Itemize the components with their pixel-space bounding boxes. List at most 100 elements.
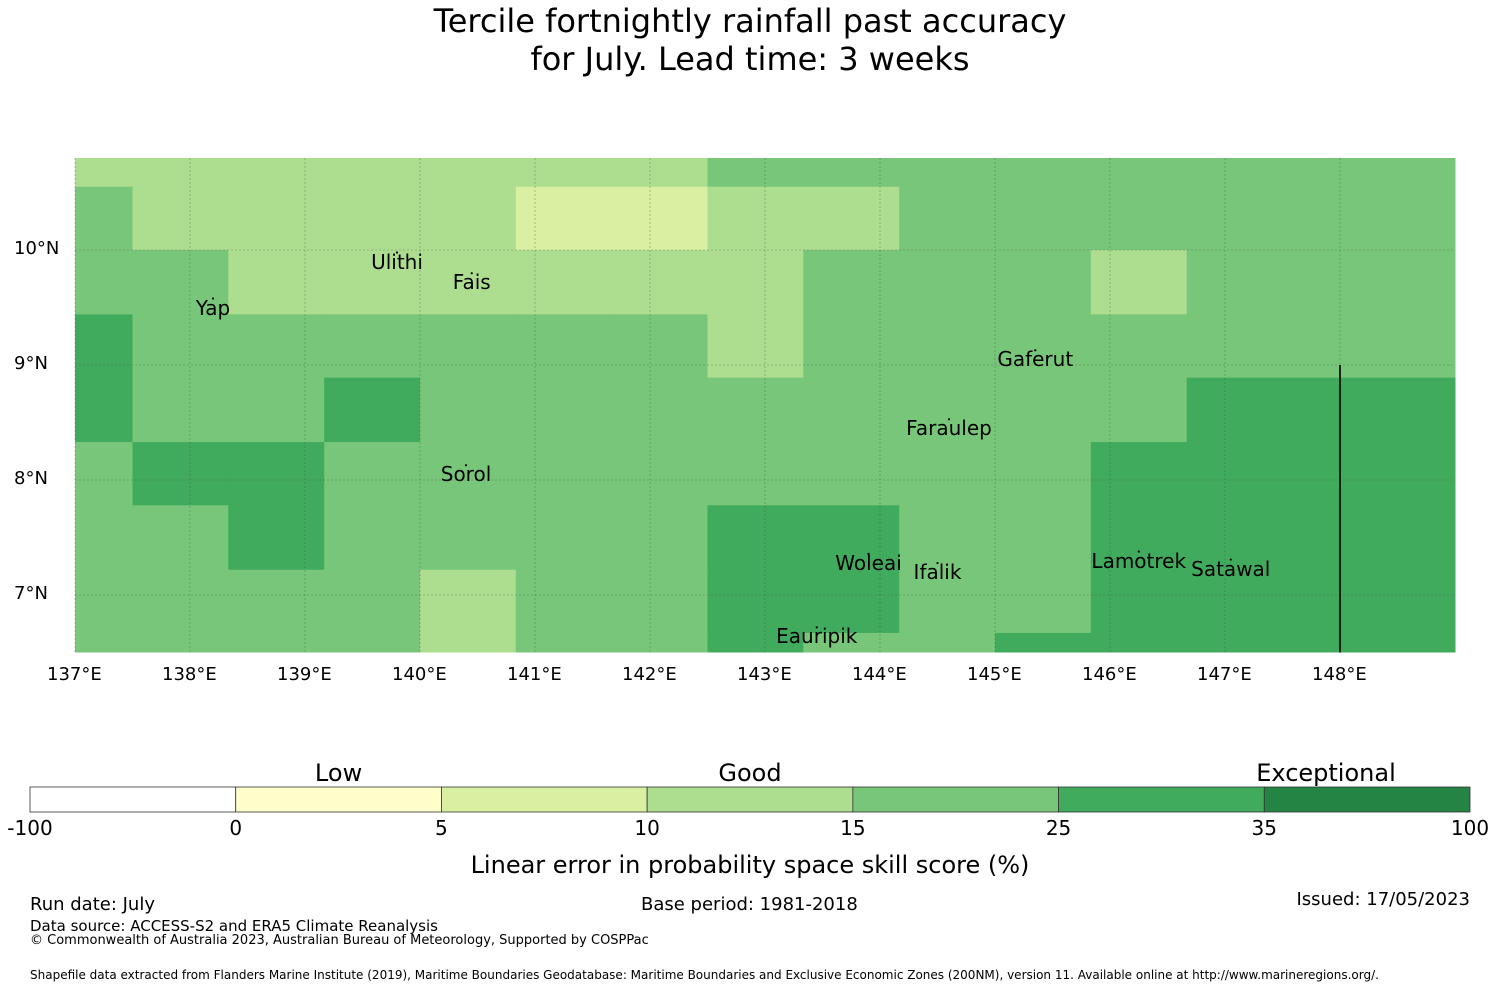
skill-grid: [75, 158, 1456, 653]
lon-tick-label: 146°E: [1082, 664, 1137, 685]
island-dot: [815, 626, 818, 629]
colorbar-tick-label: 35: [1251, 816, 1278, 840]
grid-cell: [611, 314, 708, 379]
colorbar-tick-label: 25: [1045, 816, 1072, 840]
grid-cell: [420, 632, 517, 653]
grid-cell: [611, 505, 708, 571]
lon-tick-label: 143°E: [737, 664, 792, 685]
grid-cell: [707, 377, 804, 443]
grid-cell: [132, 158, 229, 188]
grid-cell: [228, 632, 325, 653]
grid-cell: [995, 505, 1092, 571]
island-dot: [1229, 558, 1232, 561]
lon-tick-label: 139°E: [277, 664, 332, 685]
grid-cell: [899, 442, 996, 506]
colorbar-segment: [29, 786, 237, 813]
colorbar-tick-label: 0: [229, 816, 243, 840]
grid-cell: [228, 569, 325, 634]
grid-cell: [420, 250, 517, 315]
grid-cell: [899, 569, 996, 634]
colorbar: [29, 786, 1471, 813]
grid-cell: [515, 250, 613, 315]
grid-cell: [228, 186, 325, 251]
island-dot: [211, 297, 215, 300]
grid-cell: [132, 377, 229, 443]
grid-cell: [515, 632, 613, 653]
grid-cell: [324, 158, 421, 188]
grid-cell: [420, 314, 517, 379]
place-label: Fais: [452, 270, 491, 295]
grid-cell: [420, 186, 517, 251]
legend-category-label: Exceptional: [1256, 759, 1396, 787]
grid-cell: [803, 569, 900, 634]
lat-tick-label: 9°N: [14, 353, 48, 374]
grid-cell: [132, 250, 229, 315]
colorbar-segment: [441, 786, 648, 813]
grid-cell: [420, 505, 517, 571]
grid-cell: [611, 632, 708, 653]
grid-cell: [995, 632, 1092, 653]
map-title-line-1: Tercile fortnightly rainfall past accura…: [433, 2, 1067, 40]
colorbar-tick-label: 15: [840, 816, 866, 840]
grid-cell: [228, 314, 325, 379]
lon-tick-label: 141°E: [507, 664, 562, 685]
grid-cell: [75, 632, 133, 653]
place-label: Sorol: [440, 462, 492, 487]
lat-tick-label: 8°N: [14, 468, 48, 489]
grid-cell: [420, 442, 517, 506]
island-dot: [1137, 550, 1140, 553]
grid-cell: [707, 314, 804, 379]
grid-cell: [611, 250, 708, 315]
grid-cell: [1186, 314, 1456, 379]
grid-cell: [515, 158, 613, 188]
grid-cell: [611, 186, 708, 251]
grid-cell: [515, 442, 613, 506]
grid-cell: [75, 314, 133, 379]
grid-cell: [324, 569, 421, 634]
grid-cell: [611, 377, 708, 443]
grid-cell: [899, 250, 996, 315]
colorbar-segment: [1263, 786, 1471, 813]
grid-cell: [707, 569, 804, 634]
place-label: Eauripik: [776, 624, 858, 649]
grid-cell: [324, 314, 421, 379]
island-dot: [395, 251, 399, 254]
lon-tick-label: 148°E: [1312, 664, 1367, 685]
grid-cell: [75, 569, 133, 634]
grid-cell: [515, 314, 613, 379]
grid-cell: [1090, 569, 1188, 634]
grid-cell: [1090, 632, 1188, 653]
grid-cell: [324, 442, 421, 506]
lon-tick-label: 147°E: [1197, 664, 1252, 685]
copyright: © Commonwealth of Australia 2023, Austra…: [30, 933, 649, 948]
grid-cell: [324, 632, 421, 653]
grid-cell: [1186, 569, 1456, 634]
colorbar-tick-label: 5: [435, 816, 448, 840]
colorbar-segment: [852, 786, 1059, 813]
grid-cell: [899, 186, 996, 251]
grid-cell: [132, 505, 229, 571]
grid-cell: [1186, 186, 1456, 251]
map-title-line-2: for July. Lead time: 3 weeks: [530, 40, 970, 78]
grid-cell: [611, 569, 708, 634]
grid-cell: [1090, 505, 1188, 571]
grid-cell: [228, 377, 325, 443]
grid-cell: [707, 632, 804, 653]
grid-cell: [899, 505, 996, 571]
grid-cell: [420, 377, 517, 443]
grid-cell: [324, 505, 421, 571]
grid-cell: [1090, 442, 1188, 506]
colorbar-segment: [646, 786, 854, 813]
grid-cell: [803, 186, 900, 251]
lon-tick-label: 138°E: [162, 664, 217, 685]
grid-cell: [132, 186, 229, 251]
grid-cell: [899, 377, 996, 443]
grid-cell: [75, 250, 133, 315]
grid-cell: [420, 569, 517, 634]
grid-cell: [1090, 314, 1188, 379]
shapefile-credit: Shapefile data extracted from Flanders M…: [30, 968, 1379, 982]
grid-cell: [75, 442, 133, 506]
grid-cell: [132, 569, 229, 634]
grid-cell: [995, 377, 1092, 443]
grid-cell: [1186, 377, 1456, 443]
